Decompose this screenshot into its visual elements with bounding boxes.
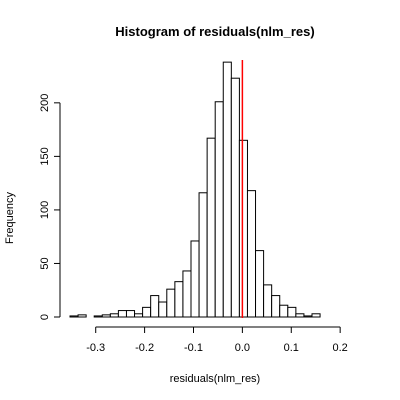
- histogram-bar: [238, 139, 248, 318]
- histogram-bar: [93, 315, 103, 318]
- x-axis: -0.3 -0.2 -0.1 0.0 0.1 0.2: [86, 326, 348, 354]
- y-tick-label: 0: [39, 314, 51, 320]
- histogram-bar: [222, 61, 232, 318]
- x-tick-label: -0.1: [184, 342, 203, 354]
- histogram-bar: [311, 313, 321, 318]
- histogram-bar: [69, 315, 79, 318]
- bars-group: [69, 61, 321, 318]
- y-tick-label: 150: [39, 147, 51, 165]
- y-axis-label: Frequency: [4, 192, 16, 244]
- histogram-bar: [279, 304, 289, 318]
- chart-title: Histogram of residuals(nlm_res): [115, 24, 314, 39]
- histogram-bar: [230, 77, 240, 318]
- histogram-bar: [174, 281, 184, 318]
- histogram-bar: [166, 288, 176, 318]
- x-tick-label: -0.2: [135, 342, 154, 354]
- histogram-bar: [287, 306, 297, 318]
- histogram-bar: [255, 250, 265, 318]
- histogram-bar: [142, 306, 152, 318]
- y-tick-label: 50: [39, 257, 51, 269]
- histogram-bar: [134, 313, 144, 318]
- histogram-bar: [271, 295, 281, 318]
- histogram-bar: [246, 190, 257, 318]
- x-tick-label: 0.0: [235, 342, 250, 354]
- x-tick-label: 0.2: [333, 342, 348, 354]
- y-tick-label: 200: [39, 94, 51, 112]
- histogram-bar: [77, 314, 87, 318]
- histogram-bar: [295, 313, 305, 318]
- x-tick-label: 0.1: [284, 342, 299, 354]
- histogram-bar: [158, 301, 168, 318]
- x-tick-label: -0.3: [86, 342, 105, 354]
- histogram-bar: [303, 315, 313, 318]
- histogram-bar: [125, 310, 136, 318]
- y-axis: 0 50 100 150 200: [39, 94, 61, 320]
- y-tick-label: 100: [39, 201, 51, 219]
- x-axis-label: residuals(nlm_res): [170, 373, 260, 385]
- histogram-bar: [263, 284, 273, 318]
- histogram-bar: [206, 137, 216, 318]
- histogram-bar: [150, 295, 160, 318]
- histogram-bar: [109, 313, 119, 318]
- histogram-bar: [214, 101, 224, 318]
- histogram-bar: [117, 310, 127, 318]
- histogram-bar: [182, 270, 192, 318]
- histogram-bar: [190, 240, 200, 318]
- histogram-bar: [101, 314, 111, 318]
- histogram-bar: [198, 192, 208, 318]
